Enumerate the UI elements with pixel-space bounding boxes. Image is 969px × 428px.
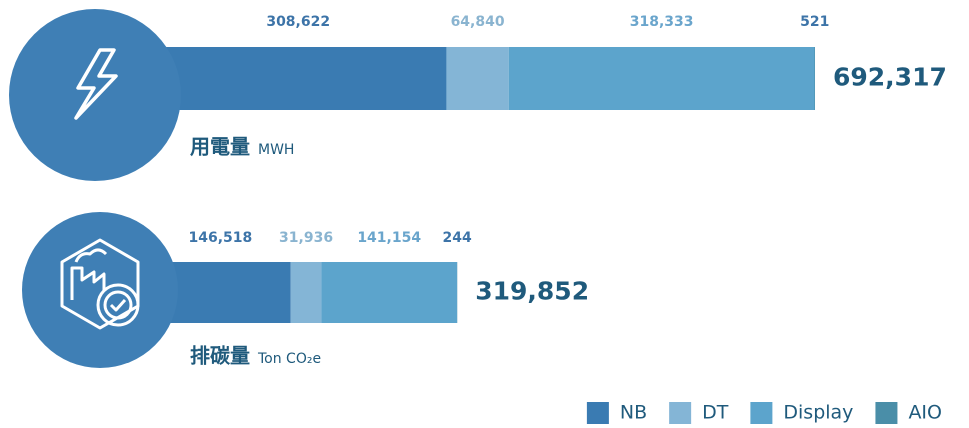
value-label: 64,840 xyxy=(451,14,505,30)
unit-label: Ton CO₂e xyxy=(257,351,321,367)
bar-segment xyxy=(321,262,457,323)
legend-label: Display xyxy=(783,402,853,424)
power-icon-circle xyxy=(9,9,181,181)
total-label: 692,317 xyxy=(833,63,947,92)
value-label: 521 xyxy=(800,14,829,30)
factory-icon xyxy=(60,238,140,330)
legend-label: NB xyxy=(620,402,647,424)
bar-segment xyxy=(290,262,322,323)
value-label: 141,154 xyxy=(357,230,421,246)
category-label: 用電量 xyxy=(190,135,250,159)
legend-swatch xyxy=(750,402,773,424)
value-label: 31,936 xyxy=(279,230,333,246)
category-label: 排碳量 xyxy=(190,344,250,368)
bar-segment xyxy=(814,47,815,110)
lightning-icon xyxy=(74,48,118,120)
value-label: 318,333 xyxy=(630,14,694,30)
bar-segment xyxy=(508,47,815,110)
value-label: 308,622 xyxy=(266,14,330,30)
unit-label: MWH xyxy=(258,142,294,158)
bar-segment xyxy=(446,47,509,110)
legend-swatch xyxy=(669,402,692,424)
legend-swatch xyxy=(586,402,609,424)
value-label: 244 xyxy=(442,230,471,246)
legend-swatch xyxy=(875,402,898,424)
carbon-icon-circle xyxy=(22,212,178,368)
legend-label: DT xyxy=(702,402,729,424)
legend-label: AIO xyxy=(908,402,942,424)
value-label: 146,518 xyxy=(188,230,252,246)
bar-segment xyxy=(150,47,447,110)
total-label: 319,852 xyxy=(475,277,589,306)
